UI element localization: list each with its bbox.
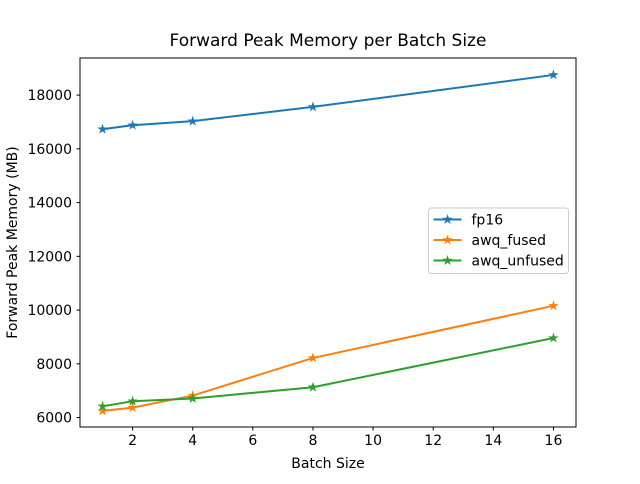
x-tick-label: 12: [424, 433, 442, 449]
data-point-star-icon: [187, 115, 198, 126]
data-point-star-icon: [127, 119, 138, 130]
data-series: [97, 69, 559, 416]
y-tick-label: 10000: [27, 303, 72, 319]
legend: fp16 awq_fused awq_unfused: [428, 207, 569, 274]
y-tick-label: 14000: [27, 196, 72, 212]
y-tick-label: 16000: [27, 142, 72, 158]
legend-box: [428, 207, 569, 274]
data-point-star-icon: [187, 393, 198, 403]
legend-star-icon: [442, 234, 453, 245]
plot-border: [79, 57, 577, 428]
data-point-star-icon: [97, 400, 108, 411]
x-tick-label: 10: [364, 433, 382, 449]
y-axis-label: Forward Peak Memory (MB): [5, 146, 21, 338]
data-point-star-icon: [548, 332, 559, 343]
y-tick-label: 8000: [36, 357, 72, 373]
y-tick-label: 6000: [36, 411, 72, 427]
x-tick-label: 6: [248, 433, 257, 449]
x-tick-label: 16: [545, 433, 563, 449]
legend-entry-awq_unfused: awq_unfused: [433, 254, 564, 270]
legend-star-icon: [442, 214, 453, 224]
y-tick-label: 18000: [27, 88, 72, 104]
data-point-star-icon: [307, 352, 319, 363]
data-point-star-icon: [307, 101, 319, 112]
legend-star-icon: [442, 255, 453, 265]
x-tick-label: 4: [188, 433, 197, 449]
y-tick-label: 12000: [27, 249, 72, 265]
data-point-star-icon: [548, 300, 559, 311]
legend-label: fp16: [472, 213, 504, 229]
legend-label: awq_fused: [472, 233, 547, 249]
data-point-star-icon: [97, 405, 108, 416]
x-axis-label: Batch Size: [291, 456, 364, 472]
x-tick-label: 2: [128, 433, 137, 449]
legend-entry-fp16: fp16: [433, 213, 504, 229]
data-point-star-icon: [307, 381, 319, 392]
data-point-star-icon: [127, 402, 138, 413]
y-axis-ticks: 6000 8000 10000 12000 14000 16000 18000: [27, 88, 80, 427]
x-tick-label: 8: [309, 433, 318, 449]
data-point-star-icon: [548, 69, 559, 80]
x-axis-ticks: 2 4 6 8 10 12 14 16: [128, 427, 562, 449]
data-point-star-icon: [97, 123, 108, 134]
data-point-star-icon: [127, 395, 138, 406]
legend-entry-awq_fused: awq_fused: [433, 233, 547, 249]
legend-label: awq_unfused: [472, 254, 564, 270]
x-tick-label: 14: [484, 433, 502, 449]
chart-title: Forward Peak Memory per Batch Size: [170, 31, 487, 51]
